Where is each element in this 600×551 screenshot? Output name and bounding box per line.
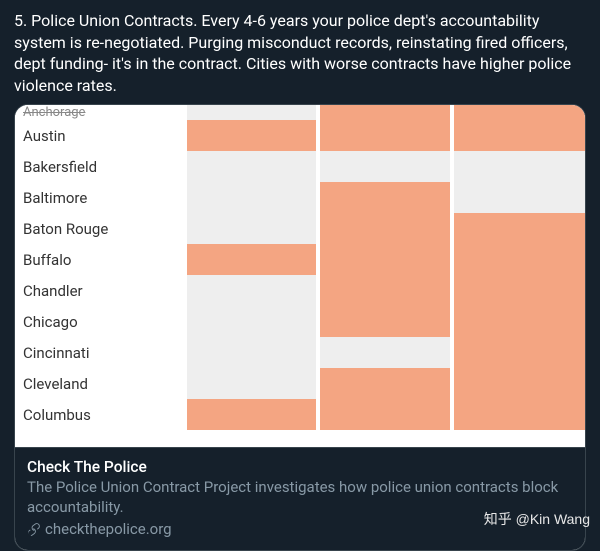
data-cell (452, 368, 585, 399)
city-table: AnchorageAustinBakersfieldBaltimoreBaton… (15, 105, 585, 430)
data-cell (185, 244, 318, 275)
table-row: Columbus (15, 399, 585, 430)
card-description: The Police Union Contract Project invest… (27, 478, 573, 517)
data-cell (452, 151, 585, 182)
table-row: Baltimore (15, 182, 585, 213)
data-cell (185, 151, 318, 182)
city-cell: Cleveland (15, 368, 185, 399)
city-cell: Buffalo (15, 244, 185, 275)
city-cell: Anchorage (15, 105, 185, 120)
data-cell (452, 213, 585, 244)
data-cell (452, 275, 585, 306)
data-cell (185, 120, 318, 151)
data-cell (452, 306, 585, 337)
table-row: Cincinnati (15, 337, 585, 368)
table-row: Bakersfield (15, 151, 585, 182)
data-cell (452, 399, 585, 430)
city-cell: Columbus (15, 399, 185, 430)
data-cell (318, 275, 451, 306)
data-cell (318, 105, 451, 120)
link-icon (27, 522, 41, 536)
data-cell (318, 120, 451, 151)
card-title: Check The Police (27, 458, 573, 476)
table-row: Chicago (15, 306, 585, 337)
city-cell: Austin (15, 120, 185, 151)
data-cell (318, 337, 451, 368)
card-domain-row: checkthepolice.org (27, 520, 573, 538)
data-cell (452, 337, 585, 368)
tweet-text: 5. Police Union Contracts. Every 4-6 yea… (0, 0, 600, 104)
data-cell (185, 368, 318, 399)
data-cell (318, 368, 451, 399)
data-cell (185, 105, 318, 120)
data-cell (185, 275, 318, 306)
data-cell (452, 120, 585, 151)
data-cell (318, 213, 451, 244)
data-cell (185, 182, 318, 213)
data-cell (318, 306, 451, 337)
data-cell (452, 105, 585, 120)
city-cell: Baltimore (15, 182, 185, 213)
data-cell (318, 244, 451, 275)
data-cell (452, 244, 585, 275)
data-cell (185, 337, 318, 368)
table-row: Anchorage (15, 105, 585, 120)
city-cell: Bakersfield (15, 151, 185, 182)
city-cell: Cincinnati (15, 337, 185, 368)
data-cell (185, 399, 318, 430)
table-row: Austin (15, 120, 585, 151)
data-cell (185, 213, 318, 244)
table-row: Baton Rouge (15, 213, 585, 244)
data-cell (318, 151, 451, 182)
data-cell (318, 399, 451, 430)
table-row: Chandler (15, 275, 585, 306)
city-cell: Chicago (15, 306, 185, 337)
table-row: Buffalo (15, 244, 585, 275)
city-cell: Chandler (15, 275, 185, 306)
link-card[interactable]: AnchorageAustinBakersfieldBaltimoreBaton… (14, 104, 586, 551)
table-row: Cleveland (15, 368, 585, 399)
card-domain: checkthepolice.org (45, 520, 172, 538)
city-cell: Baton Rouge (15, 213, 185, 244)
contract-table: AnchorageAustinBakersfieldBaltimoreBaton… (15, 105, 585, 447)
data-cell (185, 306, 318, 337)
data-cell (318, 182, 451, 213)
data-cell (452, 182, 585, 213)
